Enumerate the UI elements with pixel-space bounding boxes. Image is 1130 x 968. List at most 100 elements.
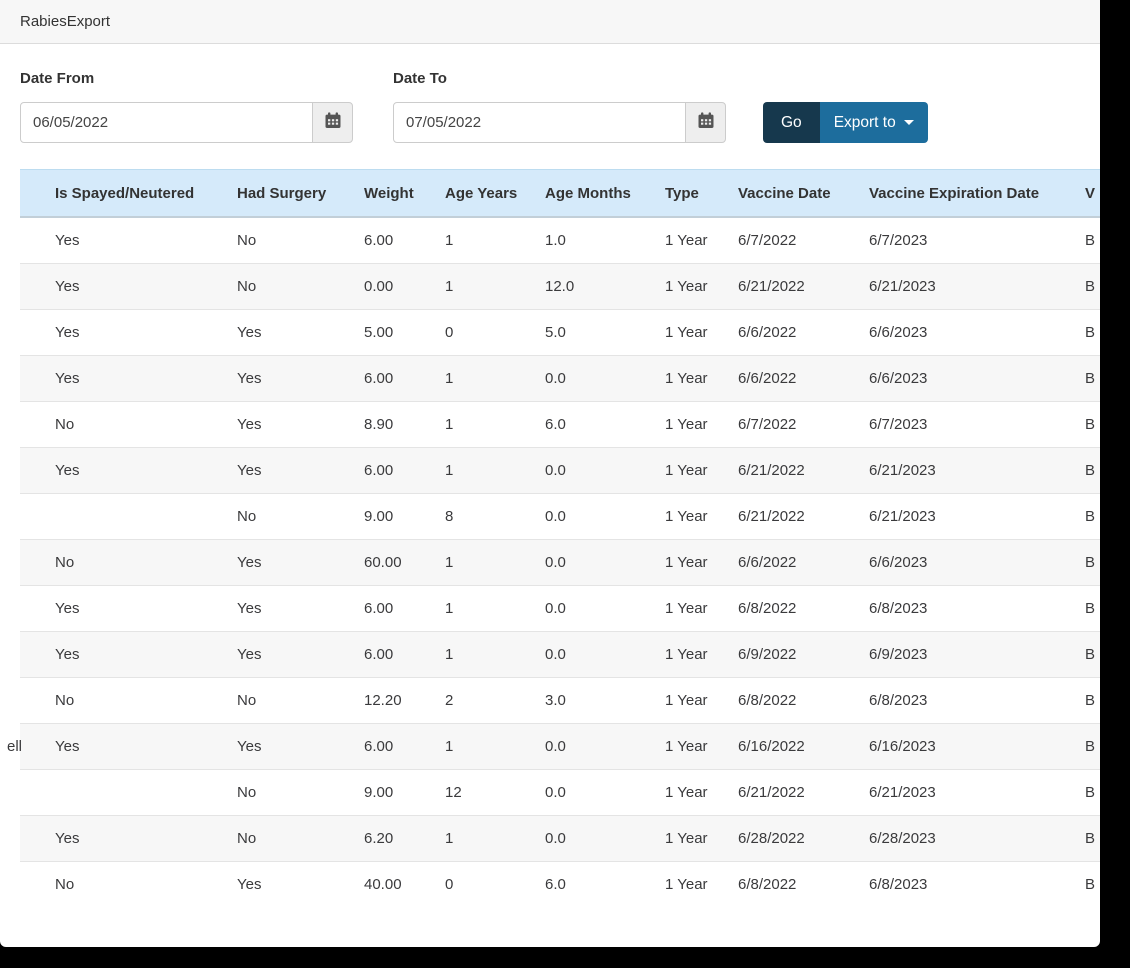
table-row: No Yes 40.00 0 6.0 1 Year 6/8/2022 6/8/2023 B bbox=[20, 861, 1100, 907]
table-cell: 6.20 bbox=[364, 815, 445, 862]
table-cell bbox=[55, 769, 237, 816]
table-cell bbox=[20, 815, 55, 862]
table-cell: Yes bbox=[237, 447, 364, 494]
table-cell: Yes bbox=[55, 447, 237, 494]
date-to-input-group bbox=[393, 102, 726, 143]
table-cell: 6/8/2022 bbox=[738, 677, 869, 724]
table-cell: 1 Year bbox=[665, 263, 738, 310]
table-cell: 0.0 bbox=[545, 769, 665, 816]
date-from-input[interactable] bbox=[20, 102, 313, 143]
table-cell: 1 bbox=[445, 723, 545, 770]
export-to-button[interactable]: Export to bbox=[819, 102, 928, 143]
column-header: V bbox=[1085, 169, 1100, 218]
table-cell: B bbox=[1085, 355, 1100, 402]
table-cell: 40.00 bbox=[364, 861, 445, 907]
date-from-group: Date From bbox=[20, 70, 353, 143]
table-cell: 3.0 bbox=[545, 677, 665, 724]
table-cell: Yes bbox=[237, 861, 364, 907]
table-cell bbox=[20, 309, 55, 356]
table-cell: B bbox=[1085, 769, 1100, 816]
table-cell: B bbox=[1085, 447, 1100, 494]
table-cell: 1 Year bbox=[665, 631, 738, 678]
table-cell: B bbox=[1085, 815, 1100, 862]
table-cell bbox=[20, 493, 55, 540]
table-cell: 6/7/2022 bbox=[738, 401, 869, 448]
table-cell: 1 bbox=[445, 232, 454, 249]
table-cell: 6/7/2023 bbox=[869, 232, 928, 249]
page-title: RabiesExport bbox=[20, 13, 111, 30]
table-cell: 1 bbox=[445, 539, 545, 586]
table-cell: B bbox=[1085, 585, 1100, 632]
export-button-label: Export to bbox=[833, 113, 896, 131]
calendar-icon bbox=[325, 111, 341, 134]
table-cell: 6.00 bbox=[364, 723, 445, 770]
table-cell: B bbox=[1085, 232, 1096, 249]
column-header: Type bbox=[665, 169, 738, 218]
table-cell: 6.00 bbox=[364, 232, 394, 249]
table-cell: 9.00 bbox=[364, 493, 445, 540]
table-cell: 1 bbox=[445, 815, 545, 862]
table-cell: 0.0 bbox=[545, 631, 665, 678]
table-cell: 6/8/2022 bbox=[738, 585, 869, 632]
table-cell: 8.90 bbox=[364, 401, 445, 448]
date-from-input-group bbox=[20, 102, 353, 143]
table-cell: 12 bbox=[445, 769, 545, 816]
date-to-input[interactable] bbox=[393, 102, 686, 143]
table-cell: No bbox=[55, 677, 237, 724]
table-row: No Yes 60.00 1 0.0 1 Year 6/6/2022 6/6/2023 B bbox=[20, 539, 1100, 586]
table-cell: 0.0 bbox=[545, 493, 665, 540]
table-cell: Yes bbox=[237, 401, 364, 448]
table-cell: 6/9/2023 bbox=[869, 631, 1085, 678]
table-cell: 6/8/2023 bbox=[869, 677, 1085, 724]
table-cell: 12.20 bbox=[364, 677, 445, 724]
date-to-calendar-button[interactable] bbox=[685, 102, 726, 143]
go-button[interactable]: Go bbox=[763, 102, 820, 143]
date-to-label: Date To bbox=[393, 70, 447, 87]
table-cell: ell bbox=[7, 723, 55, 770]
table-row: Yes Yes 5.00 0 5.0 1 Year 6/6/2022 6/6/2023 B bbox=[20, 309, 1100, 356]
table-cell: 60.00 bbox=[364, 539, 445, 586]
table-cell: 0.0 bbox=[545, 815, 665, 862]
table-cell: 6/9/2022 bbox=[738, 631, 869, 678]
column-header: Age Months bbox=[545, 169, 665, 218]
table-cell: 6/6/2022 bbox=[738, 355, 869, 402]
table-row: No 9.00 8 0.0 1 Year 6/21/2022 6/21/2023 B bbox=[20, 493, 1100, 540]
column-header: Age Years bbox=[445, 169, 545, 218]
rabies-results-table: Is Spayed/Neutered Had Surgery Weight Age Y… bbox=[7, 169, 1100, 907]
table-cell: 0.0 bbox=[545, 447, 665, 494]
table-cell: 0 bbox=[445, 861, 545, 907]
table-cell: Yes bbox=[55, 815, 237, 862]
table-cell: 1 bbox=[445, 263, 545, 310]
column-header: Weight bbox=[364, 169, 445, 218]
table-row: ell Yes Yes 6.00 1 0.0 1 Year 6/16/2022 6/16/202… bbox=[7, 723, 1100, 770]
table-cell: No bbox=[55, 861, 237, 907]
table-cell bbox=[20, 585, 55, 632]
clipped-name-text: ell bbox=[7, 738, 23, 755]
table-cell: 6/21/2023 bbox=[869, 769, 1085, 816]
table-cell: 6/6/2023 bbox=[869, 539, 1085, 586]
table-cell: 1 Year bbox=[665, 447, 738, 494]
table-cell: Yes bbox=[55, 355, 237, 402]
table-cell: No bbox=[55, 401, 237, 448]
table-cell bbox=[20, 631, 55, 678]
table-cell: 1 Year bbox=[665, 309, 738, 356]
table-cell: 6.0 bbox=[545, 401, 665, 448]
table-cell: Yes bbox=[55, 585, 237, 632]
table-cell: 6.00 bbox=[364, 355, 445, 402]
table-cell: 0.0 bbox=[545, 355, 665, 402]
table-cell: 6/7/2023 bbox=[869, 401, 1085, 448]
table-body: Yes No 6.00 1 1.0 1 Year 6/7/2022 6/7/2023 B Yes N… bbox=[7, 217, 1100, 907]
table-cell: 1.0 bbox=[545, 232, 566, 249]
table-cell: 0.0 bbox=[545, 539, 665, 586]
table-cell: No bbox=[237, 815, 364, 862]
table-cell: 6/16/2022 bbox=[738, 723, 869, 770]
table-row: Yes Yes 6.00 1 0.0 1 Year 6/9/2022 6/9/2023 B bbox=[20, 631, 1100, 678]
date-from-calendar-button[interactable] bbox=[312, 102, 353, 143]
table-cell: Yes bbox=[237, 585, 364, 632]
table-row: Yes No 6.00 1 1.0 1 Year 6/7/2022 6/7/2023 B bbox=[20, 217, 1100, 264]
table-cell: 6/8/2023 bbox=[869, 861, 1085, 907]
table-cell: 1 Year bbox=[665, 539, 738, 586]
table-cell: 6/6/2023 bbox=[869, 355, 1085, 402]
table-cell: 0.0 bbox=[545, 723, 665, 770]
